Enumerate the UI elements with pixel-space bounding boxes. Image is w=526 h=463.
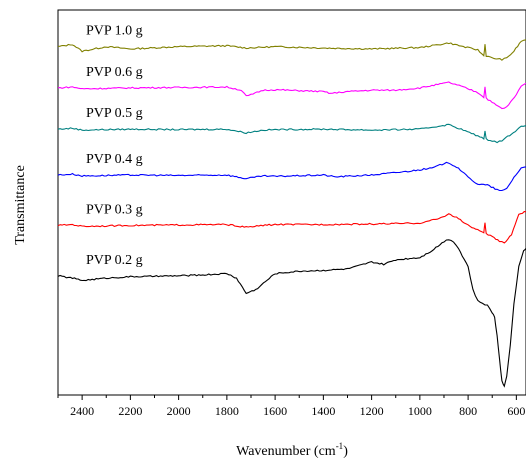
x-tick-label-1200: 1200 [360, 404, 384, 418]
x-axis-title-superscript: -1 [336, 441, 344, 451]
series-label-pvp-0-5-g: PVP 0.5 g [86, 106, 143, 121]
x-axis-title: Wavenumber (cm-1) [236, 441, 348, 459]
y-axis-title: Transmittance [13, 165, 28, 245]
series-line-pvp-0-4-g [57, 161, 526, 192]
x-axis-title-close: ) [343, 444, 348, 459]
x-axis-ticks: 2400 2200 2000 1800 1600 1400 1200 1000 800 600 [57, 395, 525, 418]
x-tick-label-2200: 2200 [118, 404, 142, 418]
series-line-pvp-0-2-g [57, 239, 526, 388]
series-label-pvp-0-4-g: PVP 0.4 g [86, 152, 143, 167]
series-labels: PVP 1.0 g PVP 0.6 g PVP 0.5 g PVP 0.4 g PVP … [86, 24, 143, 268]
series-line-pvp-0-6-g [57, 81, 526, 110]
x-tick-label-1800: 1800 [215, 404, 239, 418]
x-tick-label-1400: 1400 [311, 404, 335, 418]
x-tick-label-2400: 2400 [70, 404, 94, 418]
series-line-pvp-1-0-g [57, 39, 526, 61]
series-line-pvp-0-5-g [57, 123, 526, 144]
series-line-pvp-0-3-g [57, 211, 526, 244]
x-axis-title-main: Wavenumber (cm [236, 444, 336, 459]
series-layer [57, 39, 526, 388]
x-tick-label-1000: 1000 [408, 404, 432, 418]
x-tick-label-1600: 1600 [263, 404, 287, 418]
x-tick-label-2000: 2000 [167, 404, 191, 418]
x-tick-label-600: 600 [507, 404, 525, 418]
plot-area-frame [57, 9, 526, 396]
series-label-pvp-1-0-g: PVP 1.0 g [86, 24, 143, 39]
series-label-pvp-0-2-g: PVP 0.2 g [86, 253, 143, 268]
x-tick-label-800: 800 [459, 404, 477, 418]
series-label-pvp-0-6-g: PVP 0.6 g [86, 65, 143, 80]
series-label-pvp-0-3-g: PVP 0.3 g [86, 202, 143, 217]
